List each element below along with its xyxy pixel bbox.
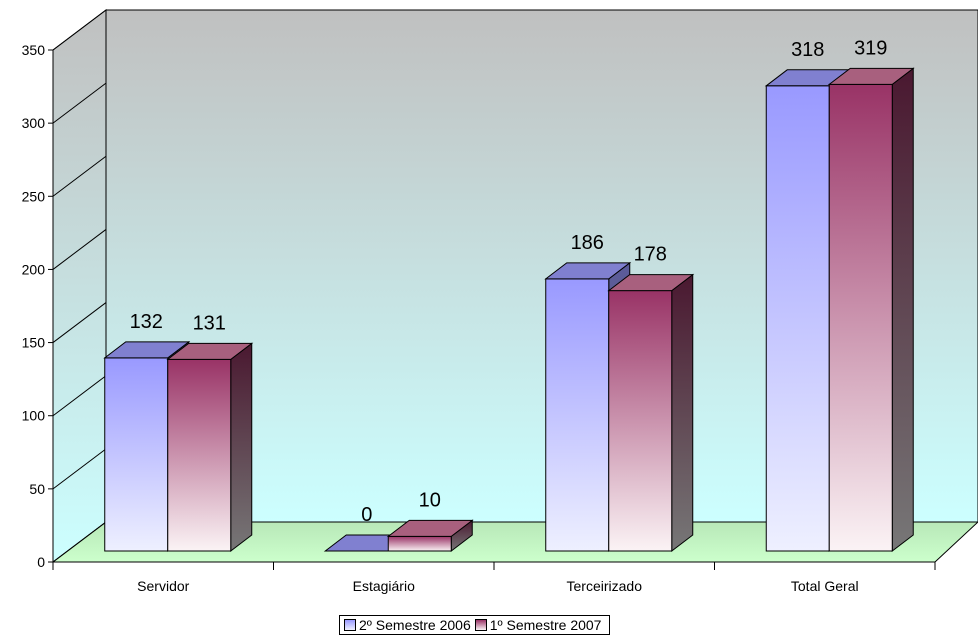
legend-item-series-1: 2º Semestre 2006: [344, 617, 471, 633]
y-tick-label: 50: [29, 481, 45, 497]
y-tick-label: 200: [22, 261, 46, 277]
x-axis-ticks: Servidor Estagiário Terceirizado Total Gera…: [52, 562, 936, 594]
bar-top-series-2: [607, 274, 695, 292]
bar-series-2: [167, 358, 232, 552]
bar-series-1: [765, 85, 830, 552]
y-tick-label: 350: [22, 42, 46, 58]
bar-top-series-1: [103, 341, 191, 359]
legend-label-series-2: 1º Semestre 2007: [489, 617, 602, 633]
data-label-series-1: 318: [791, 39, 824, 61]
data-label-series-1: 0: [361, 504, 372, 526]
legend-label-series-1: 2º Semestre 2006: [359, 617, 471, 633]
data-label-series-2: 131: [193, 312, 226, 334]
y-gridline-side: [52, 9, 107, 51]
x-category-label: Estagiário: [353, 578, 415, 594]
y-gridline-side: [52, 521, 107, 563]
bar-top-series-2: [386, 519, 474, 537]
y-tick-label: 0: [37, 554, 45, 570]
data-label-series-1: 132: [130, 311, 163, 333]
bar-series-2: [828, 83, 893, 552]
legend-item-series-2: 1º Semestre 2007: [474, 617, 602, 633]
x-category-label: Terceirizado: [567, 578, 643, 594]
bar-side-series-2: [891, 67, 914, 553]
bar-series-2: [608, 290, 673, 552]
data-labels-layer: 132 131 0 10 186 178 318 319: [130, 37, 888, 526]
y-gridline-side: [52, 229, 107, 270]
data-label-series-2: 319: [854, 37, 887, 59]
legend: 2º Semestre 2006 1º Semestre 2007: [339, 615, 611, 635]
bar-series-2: [387, 535, 452, 552]
y-gridline-side: [52, 448, 107, 490]
y-gridline-side: [52, 375, 107, 417]
x-category-label: Servidor: [137, 578, 189, 594]
y-tick-label: 100: [22, 408, 46, 424]
bar-side-series-2: [671, 273, 694, 553]
x-category-label: Total Geral: [791, 578, 859, 594]
bar-series-1: [545, 278, 610, 552]
legend-swatch-series-1: [344, 619, 356, 631]
bar-top-series-1: [544, 262, 632, 280]
data-label-series-2: 10: [419, 489, 441, 511]
bar-side-series-2: [230, 342, 253, 553]
data-label-series-2: 178: [634, 244, 667, 266]
bar-top-series-2: [827, 67, 915, 85]
y-gridline-side: [52, 302, 107, 343]
chart-side-wall: [52, 8, 107, 564]
y-axis-ticks: 0 50 100 150 200 250 300 350: [22, 9, 107, 570]
y-gridline-side: [52, 155, 107, 197]
y-tick-label: 250: [22, 188, 46, 204]
bar-top-series-2: [166, 342, 254, 360]
bar-series-1: [104, 357, 169, 552]
bars-layer: [103, 67, 915, 553]
data-label-series-1: 186: [571, 232, 604, 254]
y-tick-label: 300: [22, 115, 46, 131]
y-tick-label: 150: [22, 335, 46, 351]
legend-swatch-series-2: [474, 619, 487, 631]
y-gridline-side: [52, 82, 107, 124]
